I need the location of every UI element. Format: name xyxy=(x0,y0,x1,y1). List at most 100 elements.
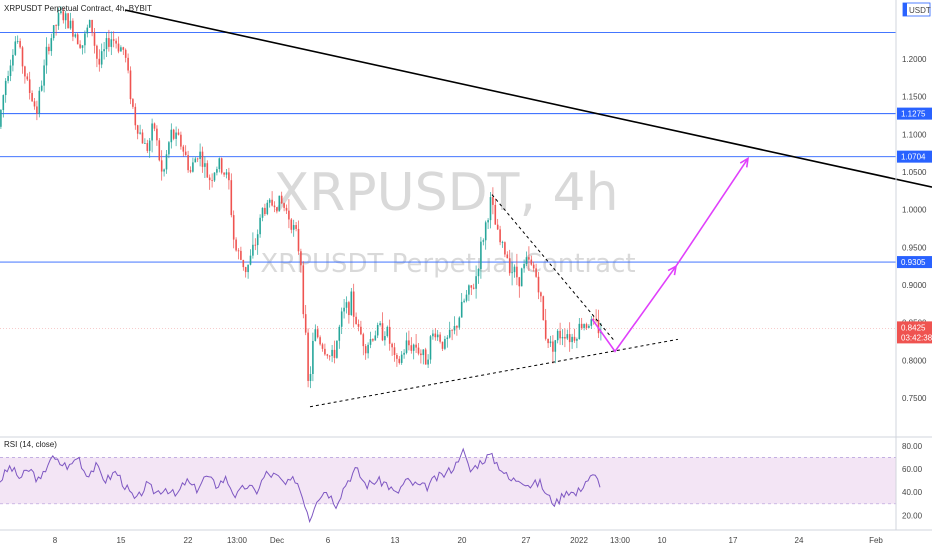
candle-80 xyxy=(192,162,194,172)
candle-115 xyxy=(276,207,278,212)
level-badge-bg-1 xyxy=(897,107,932,120)
candle-217 xyxy=(520,268,523,287)
candle-214 xyxy=(513,266,516,273)
candle-15 xyxy=(36,106,38,114)
projection-line[interactable] xyxy=(591,158,749,353)
candle-152 xyxy=(364,346,367,354)
candle-162 xyxy=(388,326,391,344)
candle-245 xyxy=(588,325,590,328)
candle-128 xyxy=(307,332,309,381)
candle-236 xyxy=(566,334,569,339)
candle-89 xyxy=(213,172,216,181)
candle-39 xyxy=(93,32,96,46)
candle-92 xyxy=(220,158,223,173)
price-tick-4: 1.0000 xyxy=(902,206,927,215)
candle-116 xyxy=(278,195,281,212)
candle-243 xyxy=(583,324,585,328)
time-axis[interactable]: 8 15 22 13:00 Dec 6 13 20 27 2022 13:00 10 17 24 Feb xyxy=(53,536,884,545)
candle-179 xyxy=(429,336,432,360)
trendline-triangle-lower[interactable] xyxy=(309,338,679,408)
candle-194 xyxy=(465,294,468,301)
price-axis[interactable]: 1.2000 1.1500 1.1000 1.0500 1.0000 0.9500 0.90… xyxy=(902,55,927,403)
candle-164 xyxy=(393,347,396,355)
projection-path[interactable] xyxy=(591,156,750,353)
candle-61 xyxy=(146,143,149,151)
candle-165 xyxy=(396,354,398,359)
candle-241 xyxy=(578,323,581,340)
candle-34 xyxy=(81,45,84,48)
candle-184 xyxy=(441,341,444,349)
candle-218 xyxy=(523,264,525,269)
rsi-legend[interactable]: RSI (14, close) xyxy=(4,440,57,449)
price-tick-8: 0.8000 xyxy=(902,356,927,365)
rsi-tick-0: 80.00 xyxy=(902,442,923,451)
candle-138 xyxy=(331,349,333,357)
candle-163 xyxy=(391,343,393,348)
candle-190 xyxy=(456,325,458,328)
candle-36 xyxy=(86,27,89,34)
candle-238 xyxy=(571,336,573,343)
level-badge-bg-3 xyxy=(897,256,932,269)
candle-10 xyxy=(24,66,26,77)
candle-4 xyxy=(9,65,12,77)
candle-121 xyxy=(290,219,293,230)
candle-147 xyxy=(352,291,355,317)
level-badge-2: 1.0704 xyxy=(901,153,926,162)
candle-98 xyxy=(235,239,237,251)
candle-212 xyxy=(508,258,511,274)
candle-231 xyxy=(554,340,557,352)
candle-56 xyxy=(134,106,137,126)
time-tick-5: 6 xyxy=(326,536,331,545)
candle-29 xyxy=(69,20,72,29)
symbol-legend[interactable]: XRPUSDT Perpetual Contract, 4h, BYBIT xyxy=(4,4,152,13)
candle-220 xyxy=(528,257,530,260)
candle-52 xyxy=(124,49,127,58)
candle-143 xyxy=(343,307,345,312)
trendline-triangle-upper[interactable] xyxy=(491,194,616,342)
candle-86 xyxy=(206,163,209,178)
candle-248 xyxy=(595,319,597,321)
candle-45 xyxy=(108,38,110,47)
candle-182 xyxy=(436,334,439,338)
trendline-resistance[interactable] xyxy=(124,9,932,188)
candle-94 xyxy=(225,172,228,175)
candle-28 xyxy=(67,13,69,29)
candle-38 xyxy=(91,19,93,33)
candle-219 xyxy=(525,257,528,265)
candle-137 xyxy=(328,355,331,357)
candle-192 xyxy=(460,301,463,318)
candle-146 xyxy=(350,291,353,316)
time-tick-11: 10 xyxy=(658,536,667,545)
candle-170 xyxy=(408,340,410,346)
candle-70 xyxy=(168,142,170,155)
candle-156 xyxy=(374,335,377,341)
price-pane[interactable] xyxy=(0,6,932,408)
rsi-axis[interactable]: 80.00 60.00 40.00 20.00 xyxy=(902,442,923,521)
time-tick-12: 17 xyxy=(729,536,738,545)
candle-174 xyxy=(417,347,420,354)
trendlines[interactable] xyxy=(124,9,932,408)
horizontal-levels[interactable] xyxy=(0,32,896,263)
candle-14 xyxy=(33,101,36,107)
candle-81 xyxy=(194,158,197,163)
candle-75 xyxy=(180,134,182,147)
candle-206 xyxy=(494,204,497,225)
candle-105 xyxy=(252,244,254,256)
candle-233 xyxy=(559,330,561,339)
rsi-pane[interactable] xyxy=(0,447,896,524)
currency-label: USDT xyxy=(909,6,931,15)
candle-173 xyxy=(415,344,417,348)
candle-202 xyxy=(484,222,487,241)
candle-79 xyxy=(189,170,192,172)
currency-badge[interactable]: USDT xyxy=(902,2,931,17)
candle-9 xyxy=(21,47,24,67)
candle-181 xyxy=(434,333,437,338)
candle-18 xyxy=(43,65,45,86)
candle-153 xyxy=(367,344,369,354)
candle-201 xyxy=(482,240,485,242)
candle-25 xyxy=(60,11,62,13)
candle-196 xyxy=(470,285,473,288)
candle-239 xyxy=(573,336,576,341)
candle-54 xyxy=(129,70,132,100)
